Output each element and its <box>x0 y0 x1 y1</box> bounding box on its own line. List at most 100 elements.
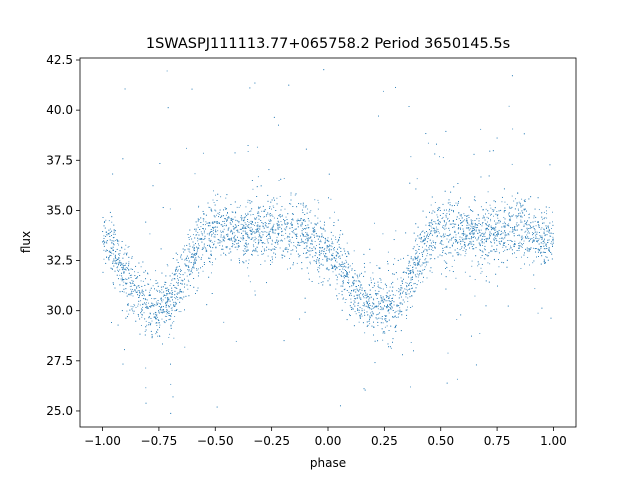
scatter-point <box>282 230 283 232</box>
scatter-point <box>537 312 539 314</box>
scatter-point <box>361 310 363 312</box>
scatter-point <box>479 243 481 245</box>
scatter-point <box>238 245 240 247</box>
scatter-point <box>137 303 139 305</box>
scatter-point <box>268 213 270 215</box>
scatter-point <box>144 303 146 305</box>
scatter-point <box>278 224 280 226</box>
scatter-point <box>317 266 319 268</box>
scatter-point <box>307 238 309 240</box>
scatter-point <box>426 277 428 279</box>
scatter-point <box>276 236 278 238</box>
scatter-point <box>292 229 294 231</box>
scatter-point <box>140 325 142 326</box>
scatter-point <box>485 280 487 282</box>
scatter-point <box>520 268 522 269</box>
scatter-point <box>418 261 420 263</box>
scatter-point <box>540 242 542 244</box>
scatter-point <box>207 244 208 246</box>
scatter-point <box>132 306 134 308</box>
scatter-point <box>181 291 182 293</box>
scatter-point <box>460 243 462 245</box>
scatter-point <box>466 218 468 220</box>
scatter-point <box>473 244 475 246</box>
scatter-point <box>425 257 427 259</box>
scatter-point <box>523 243 524 244</box>
scatter-point <box>269 237 271 239</box>
scatter-point <box>552 240 554 242</box>
scatter-point <box>424 238 426 240</box>
scatter-point <box>125 264 127 266</box>
scatter-point <box>198 257 200 258</box>
scatter-point <box>319 241 321 242</box>
scatter-point <box>361 289 363 291</box>
scatter-point <box>255 218 257 220</box>
scatter-point <box>535 238 536 239</box>
scatter-point <box>409 182 411 184</box>
scatter-point <box>170 327 172 329</box>
scatter-point <box>164 297 166 299</box>
scatter-point <box>243 219 245 221</box>
scatter-point <box>357 295 359 297</box>
scatter-point <box>381 316 383 317</box>
scatter-point <box>283 177 285 179</box>
scatter-point <box>385 315 386 317</box>
scatter-point <box>125 288 127 290</box>
scatter-point <box>280 178 282 180</box>
scatter-point <box>413 261 415 263</box>
scatter-point <box>412 271 414 273</box>
scatter-point <box>304 311 306 313</box>
scatter-point <box>429 234 431 236</box>
scatter-point <box>198 205 200 207</box>
scatter-point <box>464 241 466 243</box>
scatter-point <box>489 263 491 265</box>
scatter-point <box>131 308 133 310</box>
scatter-point <box>174 278 176 280</box>
scatter-point <box>398 288 400 290</box>
scatter-point <box>340 274 342 276</box>
scatter-point <box>498 222 500 224</box>
scatter-point <box>127 246 129 248</box>
scatter-point <box>181 297 183 299</box>
scatter-point <box>369 312 371 314</box>
scatter-point <box>458 218 460 220</box>
scatter-point <box>437 256 439 258</box>
scatter-point <box>382 332 384 334</box>
scatter-point <box>474 295 476 297</box>
scatter-point <box>262 242 264 244</box>
scatter-point <box>273 217 275 219</box>
scatter-point <box>526 224 528 226</box>
scatter-point <box>307 234 309 236</box>
scatter-point <box>284 255 286 257</box>
scatter-point <box>485 239 487 241</box>
scatter-point <box>121 275 123 277</box>
scatter-point <box>332 271 334 273</box>
scatter-point <box>415 257 417 259</box>
scatter-point <box>211 231 213 232</box>
scatter-point <box>525 237 527 239</box>
scatter-point <box>474 279 476 281</box>
scatter-point <box>374 222 375 224</box>
scatter-point <box>464 215 466 217</box>
scatter-point <box>237 229 239 231</box>
scatter-point <box>108 220 110 222</box>
scatter-point <box>448 220 450 222</box>
scatter-point <box>287 248 289 250</box>
scatter-point <box>270 264 272 265</box>
scatter-point <box>386 307 388 309</box>
scatter-point <box>434 247 436 249</box>
scatter-point <box>112 233 114 235</box>
scatter-point <box>518 234 520 236</box>
scatter-point <box>422 241 424 242</box>
scatter-point <box>470 228 472 230</box>
scatter-point <box>236 206 238 208</box>
scatter-point <box>295 228 297 230</box>
scatter-point <box>222 248 224 250</box>
scatter-point <box>347 273 349 275</box>
scatter-point <box>537 251 539 253</box>
scatter-point <box>238 258 240 260</box>
scatter-point <box>358 297 360 299</box>
scatter-point <box>348 291 350 293</box>
scatter-point <box>378 301 380 303</box>
scatter-point <box>137 285 139 287</box>
